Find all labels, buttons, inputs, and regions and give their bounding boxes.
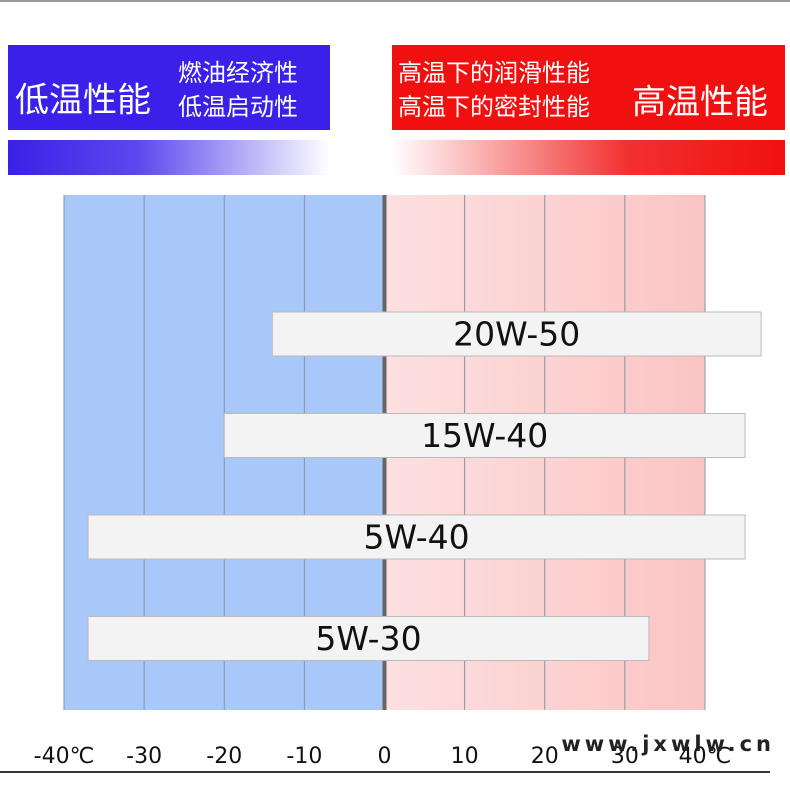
right-line: 高温下的润滑性能 bbox=[398, 59, 590, 87]
right-box bbox=[392, 45, 785, 130]
bar-label: 5W-30 bbox=[315, 619, 421, 658]
range-bar bbox=[87, 514, 746, 560]
range-bar bbox=[87, 616, 650, 661]
bar-label: 20W-50 bbox=[453, 315, 580, 354]
left-line: 低温启动性 bbox=[178, 93, 298, 121]
x-tick-label: -10 bbox=[286, 744, 322, 769]
x-tick-label: -30 bbox=[126, 744, 162, 769]
left-title: 低温性能 bbox=[15, 81, 151, 121]
bar-label: 5W-40 bbox=[363, 518, 469, 557]
range-bar bbox=[271, 311, 762, 357]
left-gradient bbox=[8, 140, 330, 175]
x-tick-label: 20 bbox=[531, 744, 559, 769]
watermark: www.jxwlw.cn bbox=[561, 732, 775, 756]
x-tick-label: 30 bbox=[611, 744, 639, 769]
range-bar bbox=[223, 413, 746, 458]
right-line: 高温下的密封性能 bbox=[398, 93, 590, 121]
right-gradient bbox=[392, 140, 785, 175]
x-tick-label: -20 bbox=[206, 744, 242, 769]
left-box bbox=[8, 45, 330, 130]
right-title: 高温性能 bbox=[632, 83, 768, 123]
x-tick-label: 40℃ bbox=[679, 744, 732, 769]
x-tick-label: 0 bbox=[378, 744, 392, 769]
x-tick-label: -40℃ bbox=[34, 744, 95, 769]
bar-label: 15W-40 bbox=[421, 416, 548, 455]
left-line: 燃油经济性 bbox=[178, 59, 298, 87]
x-tick-label: 10 bbox=[451, 744, 479, 769]
